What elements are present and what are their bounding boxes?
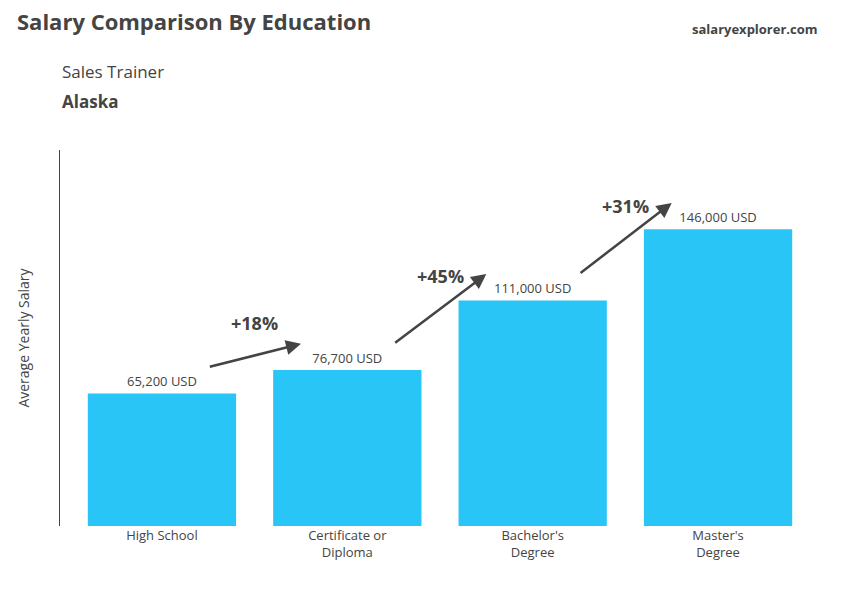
svg-text:76,700 USD: 76,700 USD	[312, 349, 382, 367]
svg-text:salaryexplorer.com: salaryexplorer.com	[692, 20, 818, 38]
svg-text:146,000 USD: 146,000 USD	[679, 208, 756, 226]
svg-text:+31%: +31%	[602, 194, 649, 218]
svg-text:Certificate orDiploma: Certificate orDiploma	[308, 526, 387, 561]
svg-text:Bachelor'sDegree: Bachelor'sDegree	[501, 526, 564, 561]
svg-text:Sales Trainer: Sales Trainer	[62, 60, 164, 83]
svg-text:High School: High School	[126, 526, 198, 544]
svg-text:+18%: +18%	[231, 311, 278, 335]
svg-text:+45%: +45%	[417, 264, 464, 288]
svg-text:Average Yearly Salary: Average Yearly Salary	[14, 267, 33, 407]
svg-text:Salary Comparison By Education: Salary Comparison By Education	[17, 6, 371, 36]
svg-text:Alaska: Alaska	[62, 90, 118, 113]
svg-text:111,000 USD: 111,000 USD	[494, 279, 571, 297]
svg-text:65,200 USD: 65,200 USD	[127, 372, 197, 390]
svg-text:Master'sDegree: Master'sDegree	[692, 526, 743, 561]
